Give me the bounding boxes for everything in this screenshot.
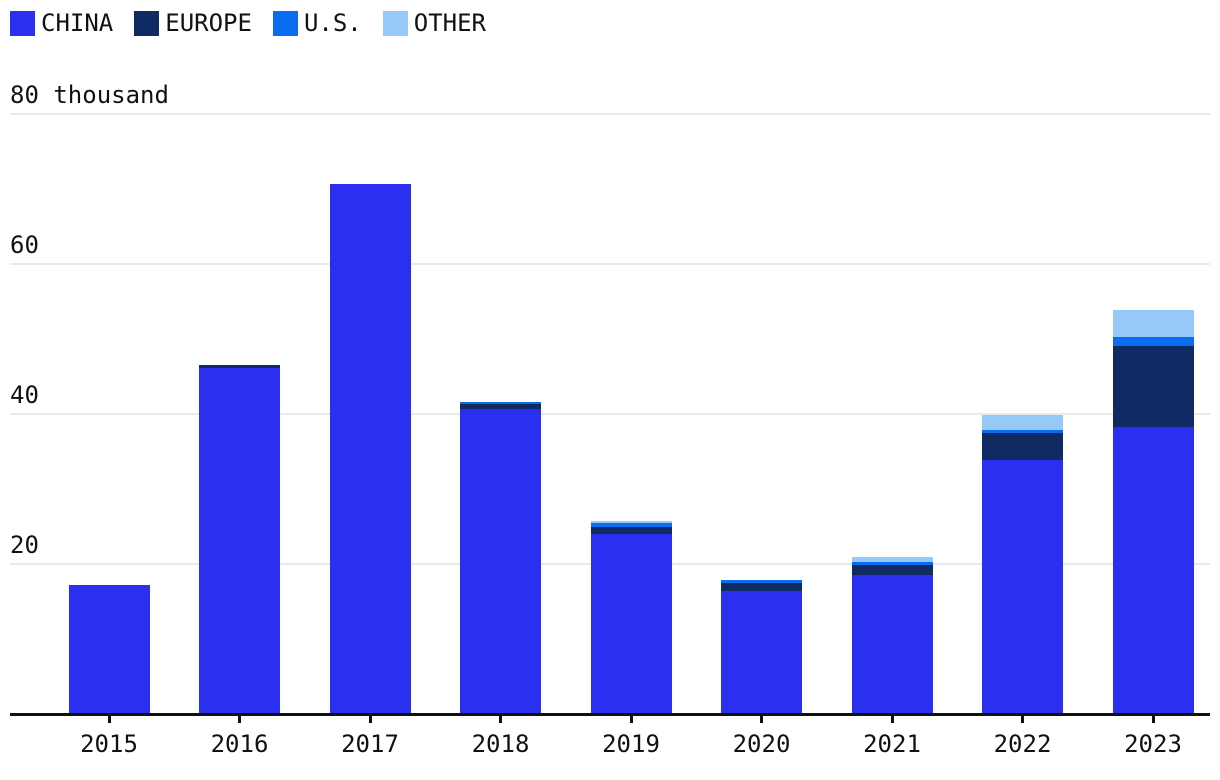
bar-segment-2018-europe	[460, 404, 541, 409]
bar-segment-2019-other	[590, 521, 672, 524]
legend-swatch	[272, 11, 298, 36]
bar-segment-2019-us	[590, 523, 672, 527]
x-tick-2021	[890, 716, 894, 723]
bar-segment-2021-china	[851, 575, 933, 713]
legend-label: EUROPE	[165, 9, 252, 37]
legend-item-other: OTHER	[382, 9, 486, 37]
x-tick-2020	[760, 716, 763, 723]
bar-segment-2018-us	[460, 401, 541, 404]
bar-segment-2021-other	[851, 557, 933, 563]
bar-segment-2019-europe	[590, 527, 672, 534]
bar-segment-2021-us	[851, 562, 933, 565]
bar-segment-2016-china	[199, 368, 280, 713]
bar-segment-2016-europe	[199, 365, 280, 368]
bar-segment-2022-europe	[982, 433, 1063, 461]
x-axis-line	[10, 713, 1210, 716]
legend-swatch	[382, 11, 408, 36]
bar-2015	[68, 584, 150, 713]
bar-segment-2017-china	[329, 183, 411, 713]
x-tick-label-2021: 2021	[863, 730, 921, 758]
bar-segment-2023-europe	[1112, 346, 1194, 427]
x-tick-label-2015: 2015	[80, 730, 138, 758]
x-tick-2022	[1021, 716, 1024, 723]
x-tick-label-2019: 2019	[602, 730, 660, 758]
bar-2018	[460, 401, 541, 713]
bar-2022	[982, 415, 1063, 713]
bar-2021	[851, 557, 933, 713]
bar-segment-2022-china	[982, 460, 1063, 713]
legend-label: OTHER	[413, 9, 486, 37]
y-tick-label-40: 40	[10, 381, 39, 409]
x-tick-label-2023: 2023	[1124, 730, 1182, 758]
bar-segment-2020-china	[721, 590, 802, 713]
bar-segment-2023-us	[1112, 337, 1194, 347]
legend-item-us: U.S.	[272, 9, 362, 37]
x-tick-2016	[238, 716, 241, 723]
bar-2017	[329, 183, 411, 713]
gridline-40	[10, 413, 1210, 415]
legend-item-europe: EUROPE	[134, 11, 252, 36]
x-tick-label-2022: 2022	[993, 730, 1052, 758]
bar-segment-2023-china	[1112, 426, 1194, 713]
bar-segment-2022-us	[982, 429, 1063, 434]
y-tick-label-80: 80 thousand	[10, 81, 169, 109]
bar-segment-2018-china	[460, 408, 541, 713]
x-tick-2017	[368, 716, 372, 723]
bar-2019	[590, 521, 672, 713]
legend-label: CHINA	[41, 9, 114, 37]
x-tick-2019	[629, 716, 633, 723]
legend-swatch	[10, 11, 35, 36]
x-tick-label-2017: 2017	[341, 730, 399, 758]
bar-2020	[721, 579, 802, 713]
x-tick-2023	[1151, 716, 1155, 723]
bar-segment-2015-china	[68, 584, 150, 713]
bar-segment-2022-other	[982, 415, 1063, 430]
x-tick-label-2020: 2020	[732, 730, 791, 758]
y-tick-label-20: 20	[10, 531, 39, 559]
bar-segment-2020-us	[721, 579, 802, 583]
legend-label: U.S.	[303, 9, 362, 37]
gridline-80	[10, 113, 1210, 115]
x-tick-2015	[107, 716, 111, 723]
x-tick-2018	[499, 716, 502, 723]
legend-item-china: CHINA	[10, 11, 113, 36]
bar-segment-2019-china	[590, 533, 672, 713]
bar-2023	[1112, 309, 1194, 713]
bar-segment-2021-europe	[851, 564, 933, 575]
bar-segment-2020-europe	[721, 582, 802, 591]
y-tick-label-60: 60	[10, 231, 39, 259]
legend-swatch	[134, 11, 160, 36]
gridline-60	[10, 263, 1210, 265]
x-tick-label-2016: 2016	[210, 730, 269, 758]
bar-segment-2023-other	[1112, 309, 1194, 338]
bar-2016	[199, 365, 280, 713]
x-tick-label-2018: 2018	[471, 730, 530, 758]
chart-legend: CHINA EUROPE U.S. OTHER	[10, 11, 486, 36]
